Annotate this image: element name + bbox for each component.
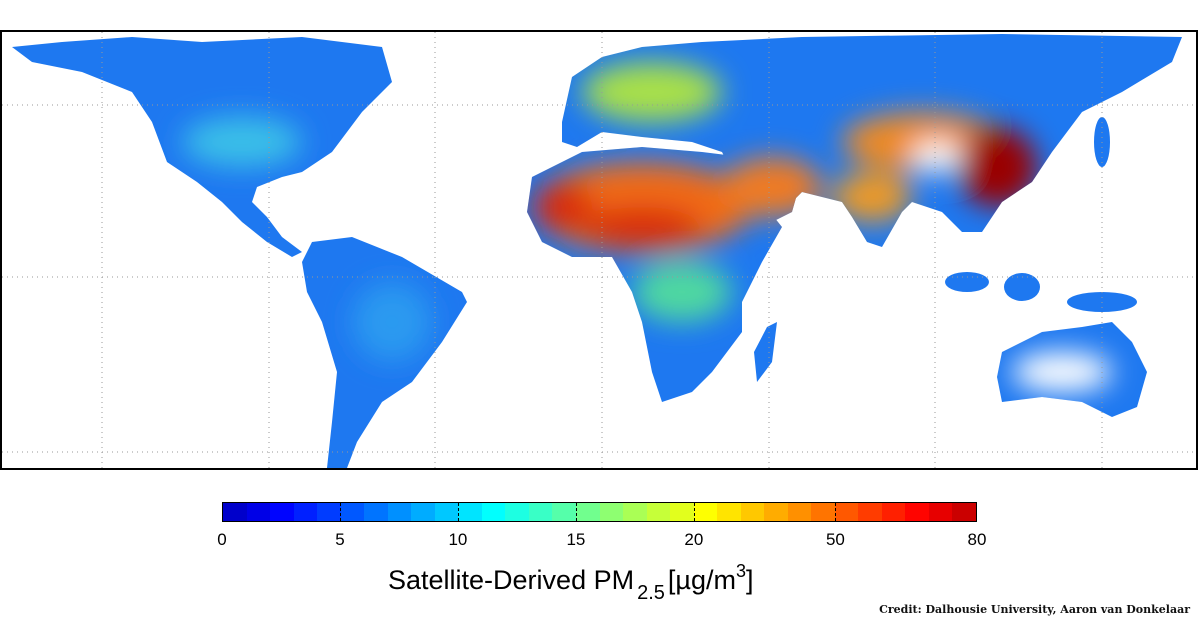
colorbar-tick-label: 20 bbox=[684, 530, 704, 549]
colorbar-segment bbox=[434, 503, 459, 521]
credit-text: Credit: Dalhousie University, Aaron van … bbox=[879, 603, 1190, 616]
colorbar-segment bbox=[552, 503, 576, 521]
colorbar-tick bbox=[457, 503, 459, 521]
colorbar-segment bbox=[599, 503, 624, 521]
colorbar-segment bbox=[575, 503, 600, 521]
colorbar-unit-superscript: 3 bbox=[735, 561, 746, 581]
colorbar-segment bbox=[481, 503, 506, 521]
colorbar-segment bbox=[952, 503, 976, 521]
colorbar-segment bbox=[223, 503, 247, 521]
colorbar-segment bbox=[717, 503, 741, 521]
colorbar-segment bbox=[881, 503, 906, 521]
colorbar-tick-label: 50 bbox=[825, 530, 845, 549]
land-masses bbox=[12, 34, 1182, 468]
colorbar-segment bbox=[270, 503, 294, 521]
colorbar-segment bbox=[623, 503, 647, 521]
colorbar-segment bbox=[787, 503, 812, 521]
pm25-world-map bbox=[0, 30, 1198, 470]
colorbar-segment bbox=[411, 503, 435, 521]
colorbar-segment bbox=[246, 503, 271, 521]
colorbar-unit: [µg/m bbox=[667, 565, 736, 595]
colorbar-tick bbox=[575, 503, 577, 521]
colorbar-tick-label: 0 bbox=[217, 530, 227, 549]
colorbar-segment bbox=[670, 503, 694, 521]
colorbar-tick-label: 15 bbox=[566, 530, 586, 549]
colorbar-segment bbox=[317, 503, 341, 521]
colorbar-segment bbox=[858, 503, 882, 521]
colorbar-tick bbox=[339, 503, 341, 521]
colorbar-segment bbox=[364, 503, 388, 521]
colorbar bbox=[222, 502, 977, 522]
colorbar-segment bbox=[458, 503, 482, 521]
graticule bbox=[2, 32, 1196, 468]
colorbar-tick-label: 80 bbox=[967, 530, 987, 549]
colorbar-segment bbox=[646, 503, 671, 521]
colorbar-segment bbox=[293, 503, 318, 521]
colorbar-segment bbox=[387, 503, 412, 521]
colorbar-segment bbox=[764, 503, 788, 521]
colorbar-segment bbox=[693, 503, 718, 521]
colorbar-title: Satellite-Derived PM 2.5 [µg/m3] bbox=[388, 561, 754, 604]
colorbar-segment bbox=[740, 503, 765, 521]
colorbar-tick-label: 10 bbox=[448, 530, 468, 549]
map-svg bbox=[2, 32, 1196, 468]
colorbar-segment bbox=[340, 503, 365, 521]
colorbar-unit-close: ] bbox=[746, 565, 754, 595]
colorbar-segment bbox=[505, 503, 529, 521]
colorbar-segment bbox=[834, 503, 859, 521]
colorbar-tick bbox=[835, 503, 837, 521]
colorbar-segment bbox=[928, 503, 953, 521]
colorbar-title-main: Satellite-Derived PM bbox=[388, 565, 635, 595]
colorbar-segment bbox=[905, 503, 929, 521]
colorbar-tick-label: 5 bbox=[335, 530, 345, 549]
colorbar-segment bbox=[528, 503, 553, 521]
colorbar-segment bbox=[811, 503, 835, 521]
colorbar-title-subscript: 2.5 bbox=[637, 582, 665, 604]
colorbar-tick bbox=[693, 503, 695, 521]
